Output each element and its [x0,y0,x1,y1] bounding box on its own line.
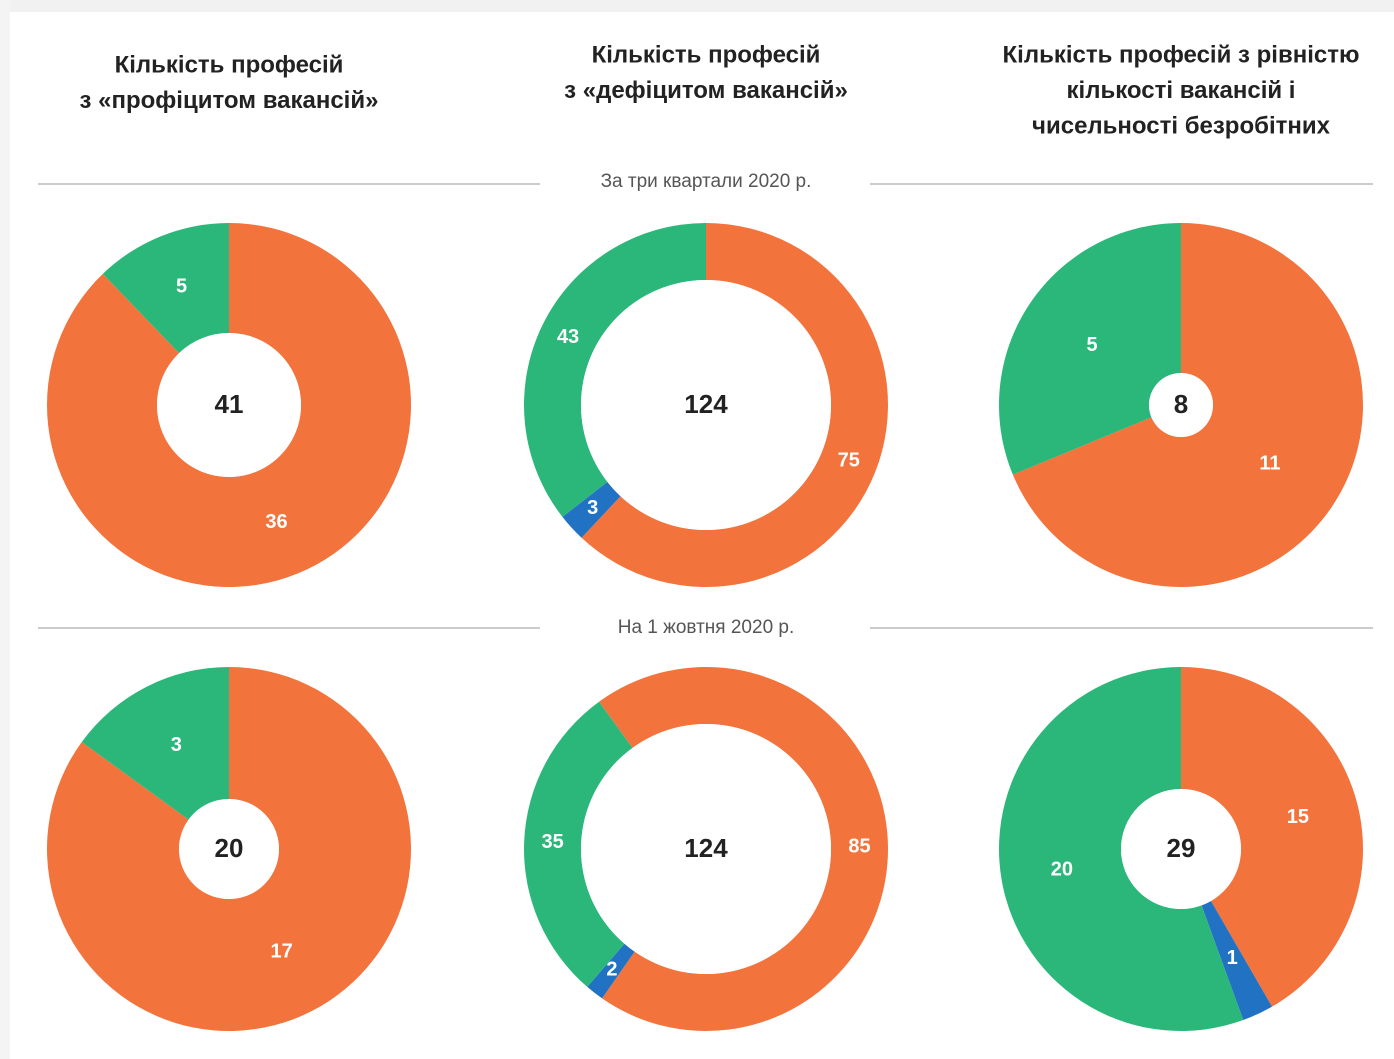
donut-segment [102,223,229,354]
donut-segment [587,943,635,999]
donut-segment [581,223,888,588]
segment-label: 3 [171,734,182,756]
donut-hole [1149,373,1213,437]
segment-label: 1 [1227,947,1238,969]
donut-segment [46,223,412,587]
center-total: 8 [1174,389,1188,419]
donut-hole [1121,789,1241,909]
center-total: 124 [684,833,728,863]
segment-label: 85 [848,836,870,858]
left-shade [0,0,10,1059]
segment-label: 3 [587,497,598,519]
column-title: чисельності безробітних [1032,112,1331,139]
donut-segment [999,223,1181,475]
column-title: кількості вакансій і [1067,77,1296,104]
donut-hole [157,333,301,477]
donut-segment [1012,223,1364,587]
donut-segment [523,701,633,987]
period-label: За три квартали 2020 р. [601,171,812,192]
column-title: Кількість професій з рівністю [1003,41,1360,68]
donut-hole [581,280,831,530]
donut-segment [46,667,411,1032]
donut-hole [179,799,279,899]
center-total: 124 [684,389,728,419]
donut-segment [599,667,888,1031]
segment-label: 15 [1287,806,1309,828]
segment-label: 5 [1086,334,1097,356]
center-total: 20 [215,833,244,863]
center-total: 41 [215,389,244,419]
column-title: Кількість професій [115,51,344,78]
top-shade [0,0,1394,12]
column-title: з «дефіцитом вакансій» [564,77,848,104]
column-title: Кількість професій [592,41,821,68]
segment-label: 20 [1051,858,1073,880]
segment-label: 2 [606,959,617,981]
segment-label: 17 [271,941,293,963]
donut-hole [581,724,831,974]
segment-label: 35 [542,831,564,853]
segment-label: 75 [838,450,860,472]
donut-segment [562,481,621,538]
donut-segment [524,223,706,517]
donut-segment [999,667,1244,1031]
segment-label: 43 [557,326,579,348]
donut-segment [81,667,229,820]
donut-segment [1181,667,1364,1007]
center-total: 29 [1167,833,1196,863]
column-title: з «профіцитом вакансій» [80,87,379,114]
donut-segment [1201,900,1272,1021]
segment-label: 5 [176,275,187,297]
period-label: На 1 жовтня 2020 р. [618,617,795,638]
segment-label: 36 [265,511,287,533]
segment-label: 11 [1259,453,1280,475]
